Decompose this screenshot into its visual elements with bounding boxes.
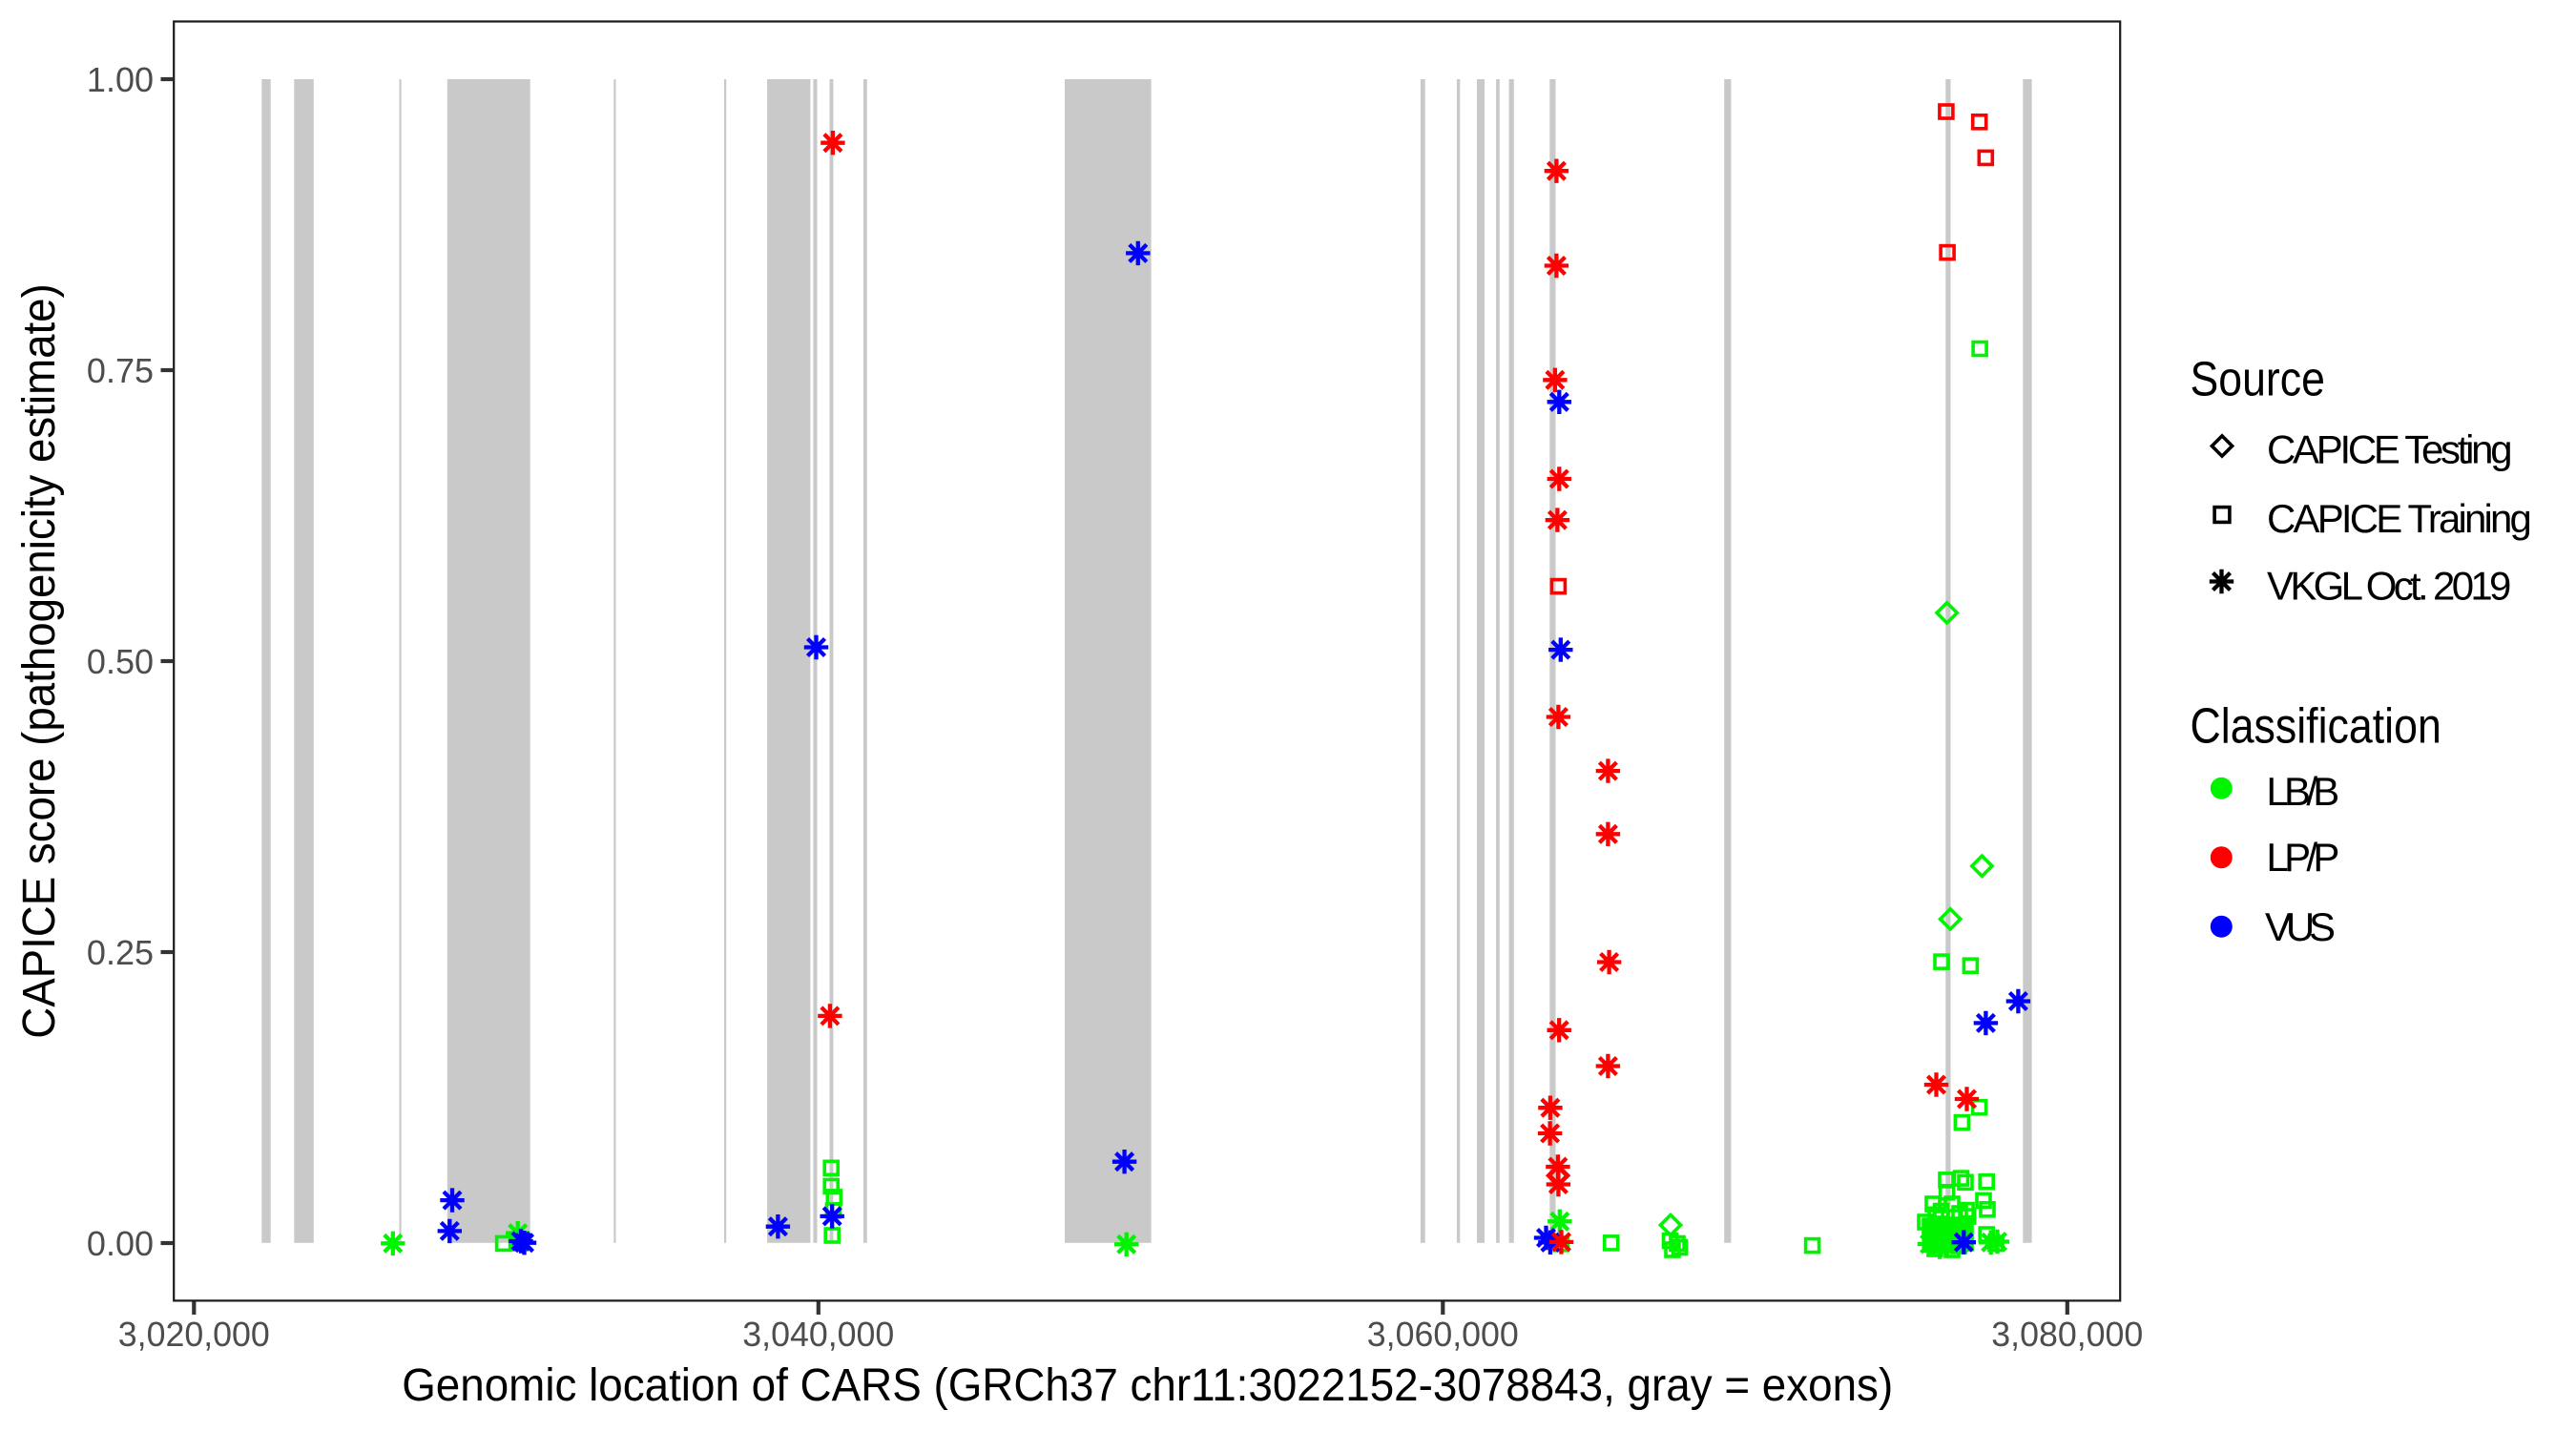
svg-text:VUS: VUS bbox=[2265, 904, 2336, 949]
svg-text:CAPICE Testing: CAPICE Testing bbox=[2267, 426, 2513, 471]
svg-text:0.50: 0.50 bbox=[87, 642, 154, 681]
svg-text:3,060,000: 3,060,000 bbox=[1367, 1315, 1519, 1354]
svg-text:VKGL Oct. 2019: VKGL Oct. 2019 bbox=[2267, 564, 2511, 609]
svg-text:Genomic location of CARS (GRCh: Genomic location of CARS (GRCh37 chr11:3… bbox=[402, 1360, 1893, 1411]
svg-text:Source: Source bbox=[2191, 351, 2325, 405]
svg-text:CAPICE score (pathogenicity es: CAPICE score (pathogenicity estimate) bbox=[14, 283, 65, 1039]
svg-text:LB/B: LB/B bbox=[2266, 769, 2339, 814]
svg-text:3,040,000: 3,040,000 bbox=[742, 1315, 894, 1354]
svg-text:0.25: 0.25 bbox=[87, 933, 154, 972]
svg-text:3,080,000: 3,080,000 bbox=[1991, 1315, 2143, 1354]
svg-text:Classification: Classification bbox=[2191, 698, 2441, 754]
svg-text:LP/P: LP/P bbox=[2266, 835, 2339, 880]
svg-text:0.75: 0.75 bbox=[87, 351, 154, 390]
svg-text:0.00: 0.00 bbox=[87, 1224, 154, 1263]
svg-text:3,020,000: 3,020,000 bbox=[118, 1315, 270, 1354]
svg-text:CAPICE Training: CAPICE Training bbox=[2267, 496, 2532, 541]
svg-text:1.00: 1.00 bbox=[87, 60, 154, 99]
